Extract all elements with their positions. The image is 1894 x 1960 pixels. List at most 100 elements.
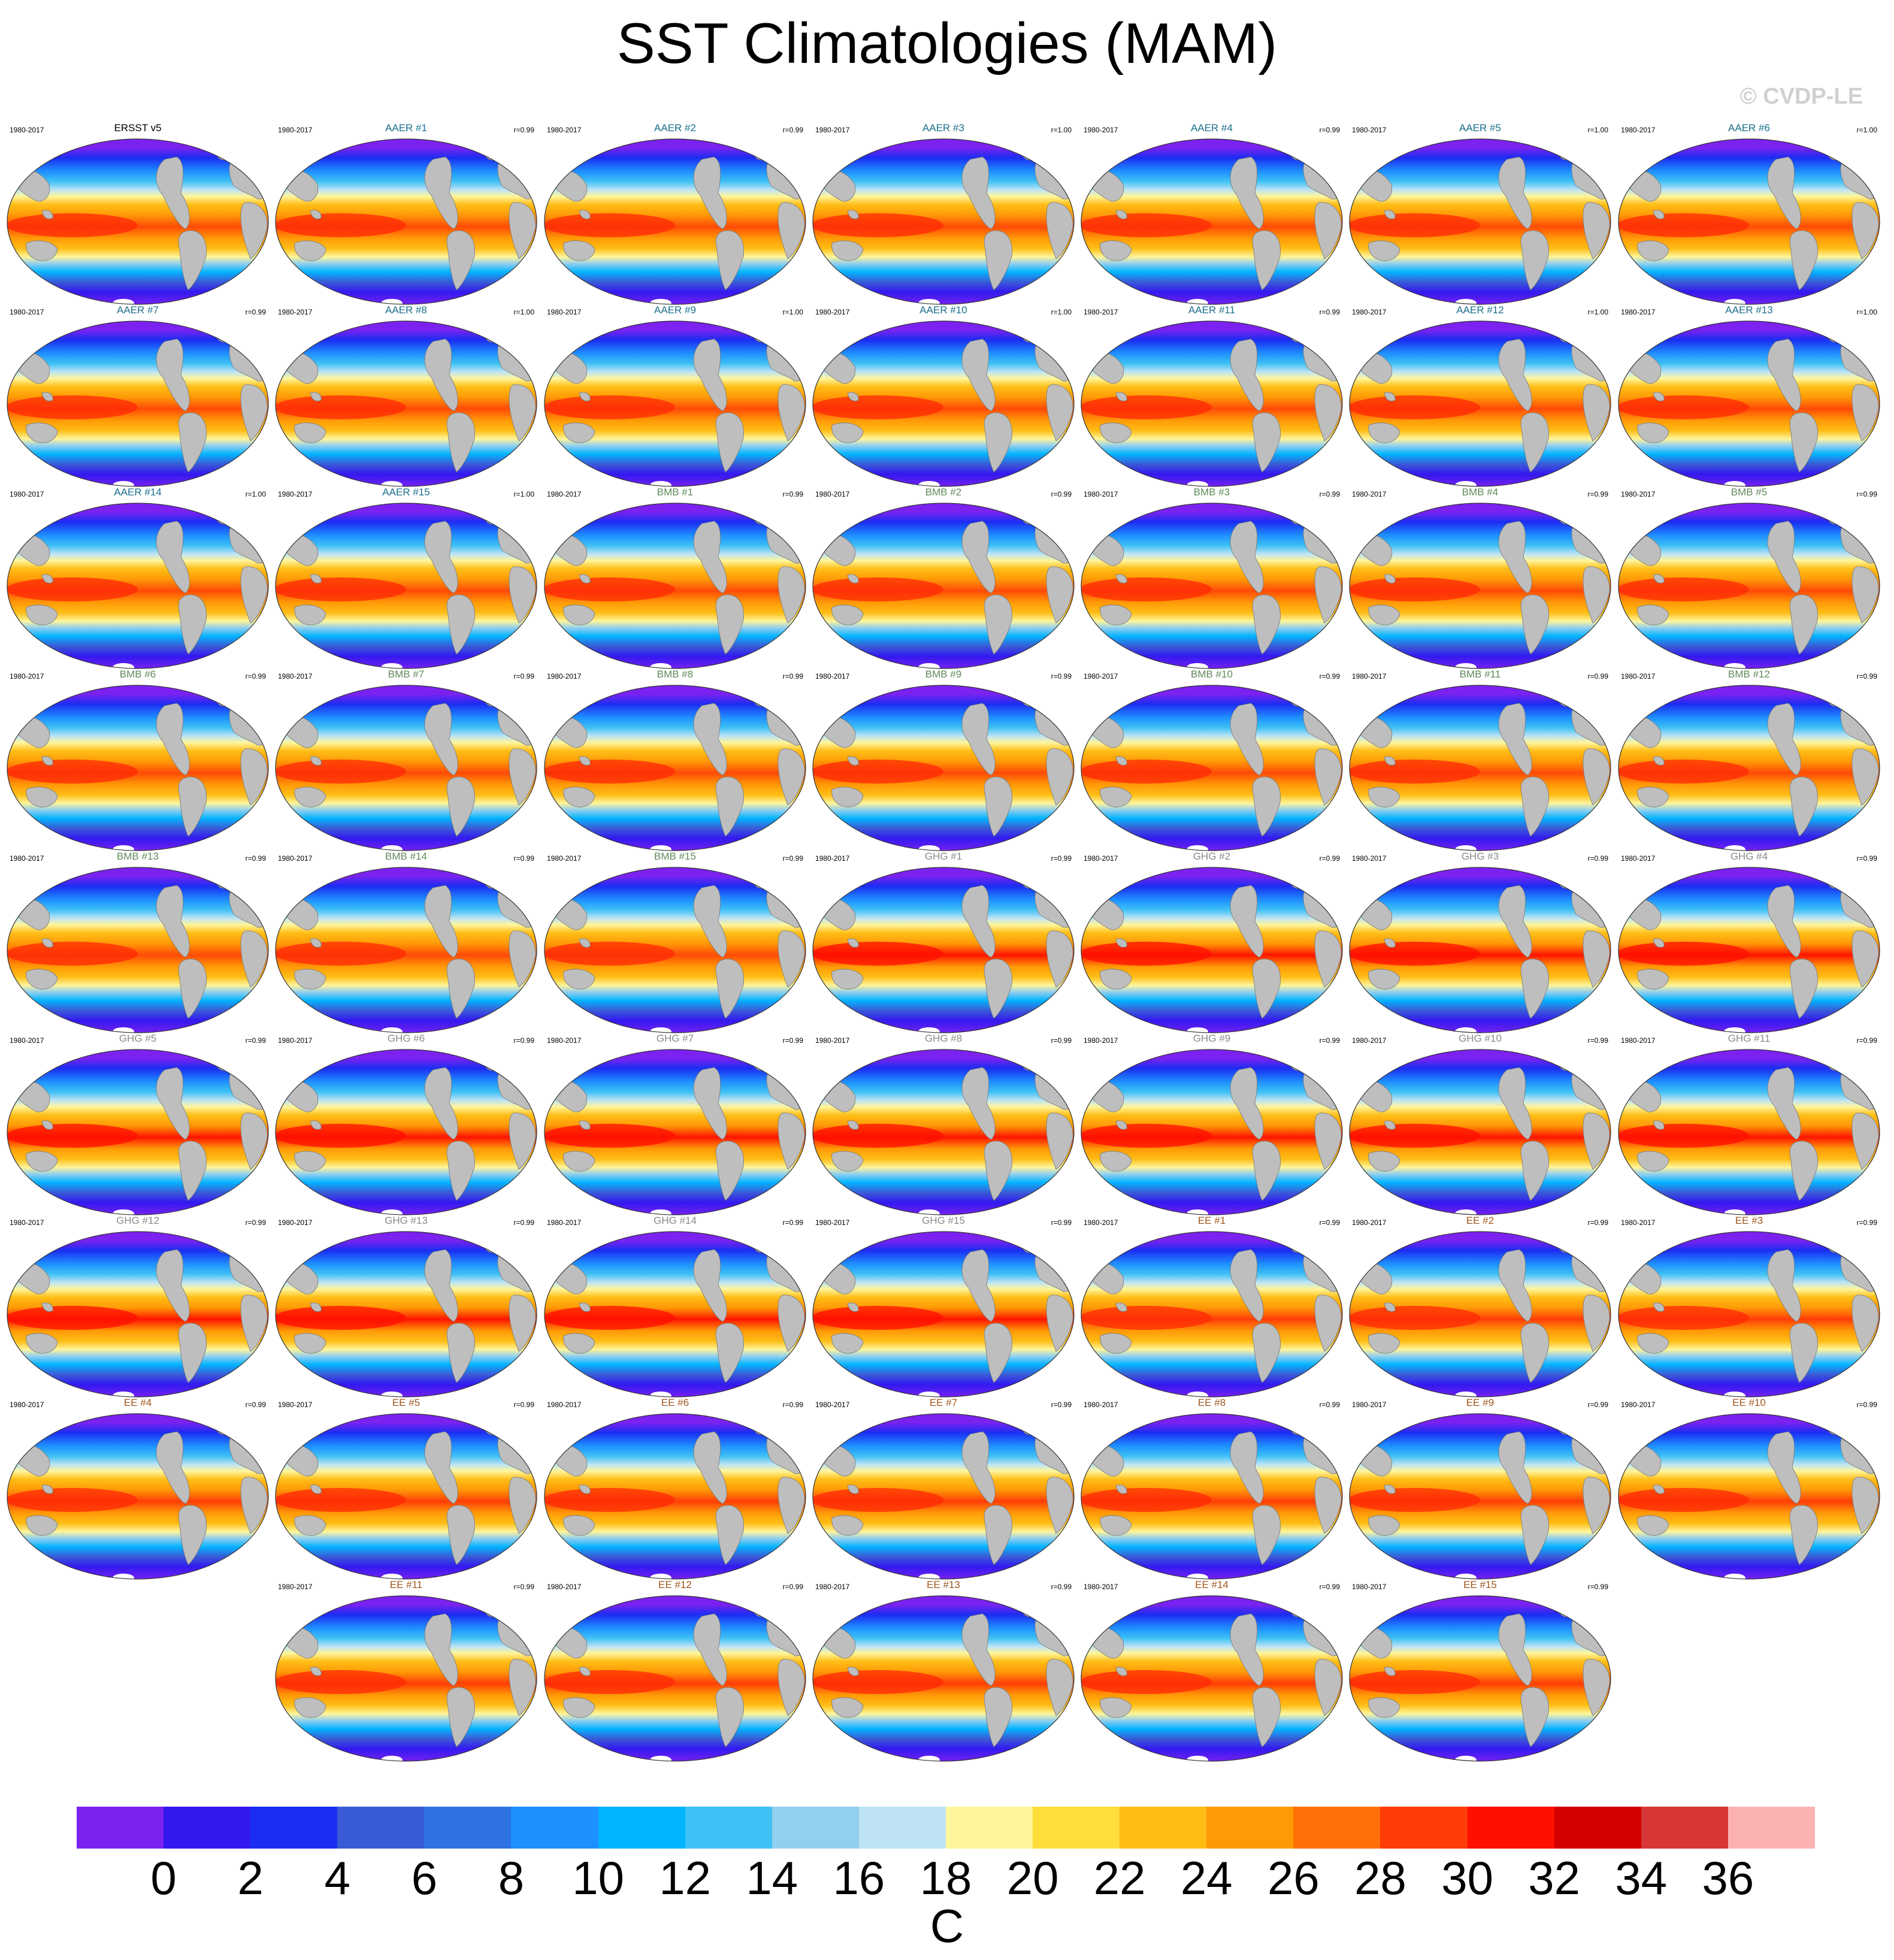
panel-period-label: 1980-2017 [1352,1036,1387,1045]
colorbar-tick-label: 26 [1267,1852,1320,1904]
panel-pattern-correlation: r=0.99 [1319,126,1340,134]
land-mass [1100,787,1132,807]
land-mass [1520,230,1550,291]
land-mass [563,1333,595,1354]
colorbar-box [1380,1807,1468,1849]
panel-title: GHG #11 [1727,1033,1771,1044]
land-mass [446,958,476,1019]
land-mass [509,1659,536,1716]
land-mass [156,521,190,594]
land-mass [1384,210,1396,219]
land-mass [178,776,207,837]
land-mass [1767,156,1801,229]
land-mass [240,1294,268,1352]
map-outline [275,1413,537,1580]
land-mass [563,604,595,625]
panel-title: EE #13 [927,1579,960,1590]
land-mass [26,422,58,443]
warm-pool [544,1670,675,1694]
warm-pool [7,1488,138,1512]
sea-ice-mask [1455,1574,1477,1579]
map-panel: 1980-2017 BMB #2 r=0.99 [812,486,1075,670]
land-mass [178,412,207,473]
colorbar-tick-label: 14 [746,1852,798,1904]
warm-pool [1618,1306,1749,1330]
land-mass [1653,1302,1665,1312]
panel-period-label: 1980-2017 [815,1036,850,1045]
map-panel: 1980-2017 BMB #8 r=0.99 [543,669,807,852]
sst-map [1349,867,1611,1033]
panel-period-label: 1980-2017 [10,672,44,680]
panel-pattern-correlation: r=0.99 [1051,1401,1072,1409]
panel-period-label: 1980-2017 [1621,1036,1656,1045]
panel-pattern-correlation: r=0.99 [513,126,534,134]
panel-title: AAER #15 [382,486,430,498]
land-mass [579,1302,591,1312]
map-panel: 1980-2017 BMB #15 r=0.99 [543,851,807,1034]
map-panel: 1980-2017 AAER #12 r=1.00 [1348,304,1612,488]
panel-title: EE #9 [1466,1397,1494,1408]
land-mass [1767,521,1801,594]
panel-pattern-correlation: r=0.99 [245,1401,266,1409]
panel-title: BMB #15 [654,851,696,862]
land-mass [847,210,859,219]
panel-pattern-correlation: r=0.99 [513,672,534,680]
panel-title: AAER #1 [385,122,427,134]
land-mass [41,574,53,583]
sea-ice-mask [1724,299,1745,304]
sst-map [7,1413,269,1580]
panel-title: GHG #9 [1193,1033,1231,1044]
land-mass [831,787,864,807]
land-mass [1368,1151,1400,1172]
land-mass [1637,422,1669,443]
land-mass [1252,958,1281,1019]
panel-title: ERSST v5 [114,122,162,134]
panel-period-label: 1980-2017 [547,1218,582,1227]
panel-pattern-correlation: r=0.99 [782,490,803,498]
land-mass [984,958,1013,1019]
land-mass [26,1515,58,1536]
land-mass [1520,958,1550,1019]
map-outline [1349,1595,1611,1762]
panel-title: BMB #5 [1730,486,1768,498]
sea-ice-mask [113,1027,134,1033]
land-mass [1100,240,1132,261]
land-mass [1520,594,1550,655]
land-mass [1046,384,1073,441]
warm-pool [1081,1124,1212,1148]
colorbar-tick-label: 2 [237,1852,264,1904]
panel-pattern-correlation: r=1.00 [245,490,266,498]
land-mass [424,156,458,229]
land-mass [693,885,727,958]
warm-pool [544,1124,675,1148]
panel-title: EE #10 [1732,1397,1766,1408]
map-panel: 1980-2017 GHG #13 r=0.99 [274,1215,538,1398]
panel-pattern-correlation: r=0.99 [1856,854,1877,863]
credit-watermark: © CVDP-LE [1739,84,1863,109]
land-mass [831,969,864,990]
colorbar-box [77,1807,164,1849]
panel-pattern-correlation: r=0.99 [782,854,803,863]
sea-ice-mask [1455,663,1477,669]
panel-period-label: 1980-2017 [547,1036,582,1045]
sea-ice-mask [1187,845,1208,851]
land-mass [1520,776,1550,837]
panel-pattern-correlation: r=1.00 [1051,126,1072,134]
sea-ice-mask [1187,1574,1208,1579]
map-outline [1618,320,1880,487]
map-outline [1349,1231,1611,1398]
land-mass [509,930,536,988]
sst-map [1618,503,1880,669]
warm-pool [544,760,675,784]
warm-pool [7,213,138,237]
sst-map [1349,138,1611,305]
sst-map [1618,685,1880,851]
panel-pattern-correlation: r=1.00 [1587,308,1608,316]
map-panel: 1980-2017 GHG #11 r=0.99 [1617,1033,1881,1216]
land-mass [1851,930,1879,988]
panel-period-label: 1980-2017 [1621,308,1656,316]
land-mass [1583,566,1610,624]
land-mass [156,1067,190,1140]
land-mass [240,930,268,988]
panel-title: AAER #4 [1191,122,1233,134]
